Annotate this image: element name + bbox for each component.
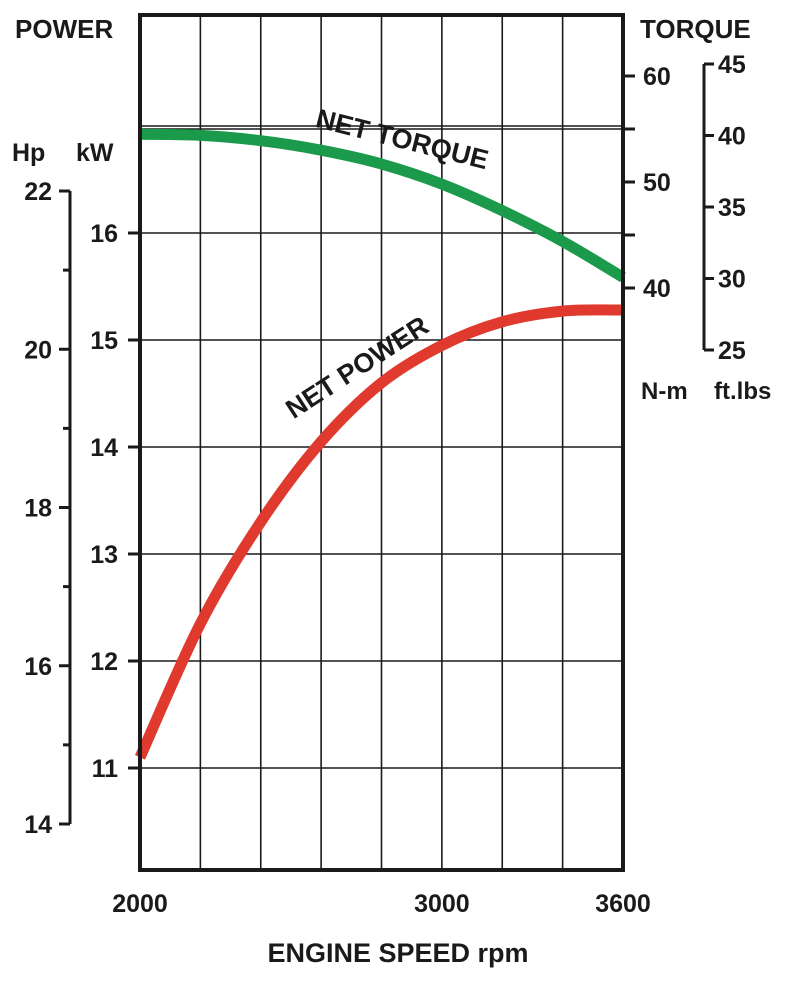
- nm-tick-label: 50: [643, 169, 671, 197]
- ftlbs-tick-label: 25: [718, 337, 746, 365]
- kw-tick-label: 14: [90, 434, 118, 462]
- ftlbs-tick-label: 45: [718, 51, 746, 79]
- nm-tick-label: 40: [643, 275, 671, 303]
- ftlbs-tick-label: 35: [718, 194, 746, 222]
- torque-title: TORQUE: [640, 14, 751, 44]
- series-lines: [134, 128, 626, 760]
- ftlbs-tick-label: 40: [718, 123, 746, 151]
- kw-tick-label: 11: [92, 755, 119, 783]
- nm-tick-label: 60: [643, 63, 671, 91]
- kw-tick-label: 13: [90, 541, 118, 569]
- series-line-net-power: [134, 304, 624, 760]
- power-title: POWER: [15, 14, 113, 44]
- ftlbs-tick-label: 30: [718, 266, 746, 294]
- plot-frame: [138, 13, 625, 872]
- axes: 11 12 13 14 15 16 kW 14 16 18 20 22 Hp 2000 3000 3600: [12, 139, 651, 918]
- hp-tick-label: 20: [24, 336, 52, 364]
- hp-tick-label: 18: [24, 495, 52, 523]
- hp-tick-label: 14: [24, 811, 52, 839]
- x-tick-label: 3000: [414, 890, 470, 918]
- x-tick-label: 2000: [112, 890, 168, 918]
- hp-tick-label: 16: [24, 653, 52, 681]
- kw-tick-label: 15: [90, 327, 118, 355]
- kw-tick-label: 16: [90, 220, 118, 248]
- x-tick-label: 3600: [595, 890, 651, 918]
- series-line-net-torque: [139, 128, 626, 283]
- nm-unit-label: N-m: [641, 378, 688, 405]
- ftlbs-unit-label: ft.lbs: [714, 378, 771, 405]
- kw-unit-label: kW: [76, 139, 114, 167]
- hp-tick-label: 22: [24, 178, 52, 206]
- torque-axis-ticks: 40 50 60 N-m 25 30 35 40 45 ft.lbs: [623, 51, 771, 405]
- kw-tick-label: 12: [90, 648, 118, 676]
- x-axis-title: ENGINE SPEED rpm: [267, 938, 528, 968]
- hp-unit-label: Hp: [12, 139, 45, 167]
